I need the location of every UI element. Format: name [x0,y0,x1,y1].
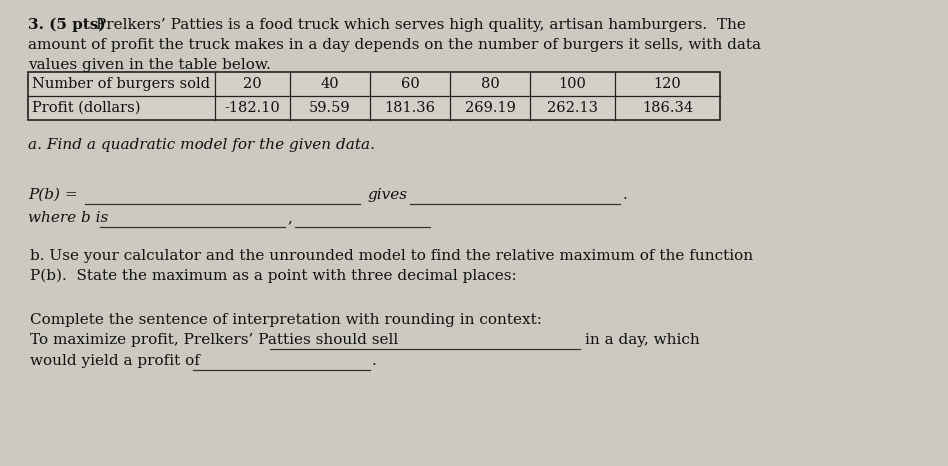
Text: To maximize profit, Prelkers’ Patties should sell: To maximize profit, Prelkers’ Patties sh… [30,333,398,347]
Text: .: . [623,188,628,202]
Text: -182.10: -182.10 [225,101,281,115]
Text: 40: 40 [320,77,339,91]
Text: 80: 80 [481,77,500,91]
Text: 186.34: 186.34 [642,101,693,115]
Text: Number of burgers sold: Number of burgers sold [32,77,210,91]
Text: .: . [372,354,376,368]
Text: 3. (5 pts): 3. (5 pts) [28,18,105,33]
Text: Profit (dollars): Profit (dollars) [32,101,140,115]
Text: ,: , [287,211,292,225]
Text: amount of profit the truck makes in a day depends on the number of burgers it se: amount of profit the truck makes in a da… [28,38,761,52]
Text: 181.36: 181.36 [385,101,435,115]
Text: 100: 100 [558,77,587,91]
Bar [28,72,720,120]
Text: 269.19: 269.19 [465,101,516,115]
Text: 20: 20 [244,77,262,91]
Text: 59.59: 59.59 [309,101,351,115]
Text: gives: gives [367,188,407,202]
Text: P(b) =: P(b) = [28,188,78,202]
Text: 120: 120 [653,77,682,91]
Text: 60: 60 [401,77,419,91]
Text: Prelkers’ Patties is a food truck which serves high quality, artisan hamburgers.: Prelkers’ Patties is a food truck which … [96,18,746,32]
Text: values given in the table below.: values given in the table below. [28,58,271,72]
Text: where b is: where b is [28,211,108,225]
Text: 262.13: 262.13 [547,101,598,115]
Text: P(b).  State the maximum as a point with three decimal places:: P(b). State the maximum as a point with … [30,269,517,283]
Text: a. Find a quadratic model for the given data.: a. Find a quadratic model for the given … [28,138,375,152]
Text: would yield a profit of: would yield a profit of [30,354,200,368]
Text: b. Use your calculator and the unrounded model to find the relative maximum of t: b. Use your calculator and the unrounded… [30,249,753,263]
Text: Complete the sentence of interpretation with rounding in context:: Complete the sentence of interpretation … [30,313,542,327]
Text: in a day, which: in a day, which [585,333,700,347]
